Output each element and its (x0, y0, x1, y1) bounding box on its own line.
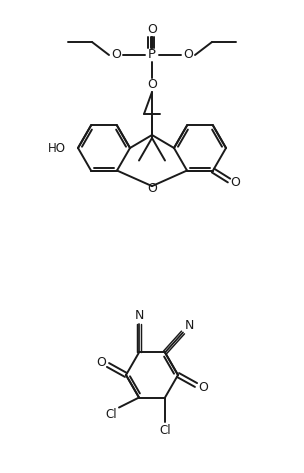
Text: O: O (147, 182, 157, 194)
Text: N: N (184, 319, 194, 332)
Text: O: O (147, 79, 157, 91)
Text: HO: HO (48, 141, 66, 155)
Text: O: O (147, 24, 157, 36)
Text: N: N (134, 309, 144, 322)
Text: O: O (96, 357, 106, 369)
Text: O: O (230, 176, 240, 189)
Text: O: O (111, 49, 121, 61)
Text: Cl: Cl (105, 408, 117, 421)
Text: P: P (148, 49, 156, 61)
Text: Cl: Cl (159, 424, 171, 437)
Text: O: O (183, 49, 193, 61)
Text: O: O (198, 380, 208, 394)
